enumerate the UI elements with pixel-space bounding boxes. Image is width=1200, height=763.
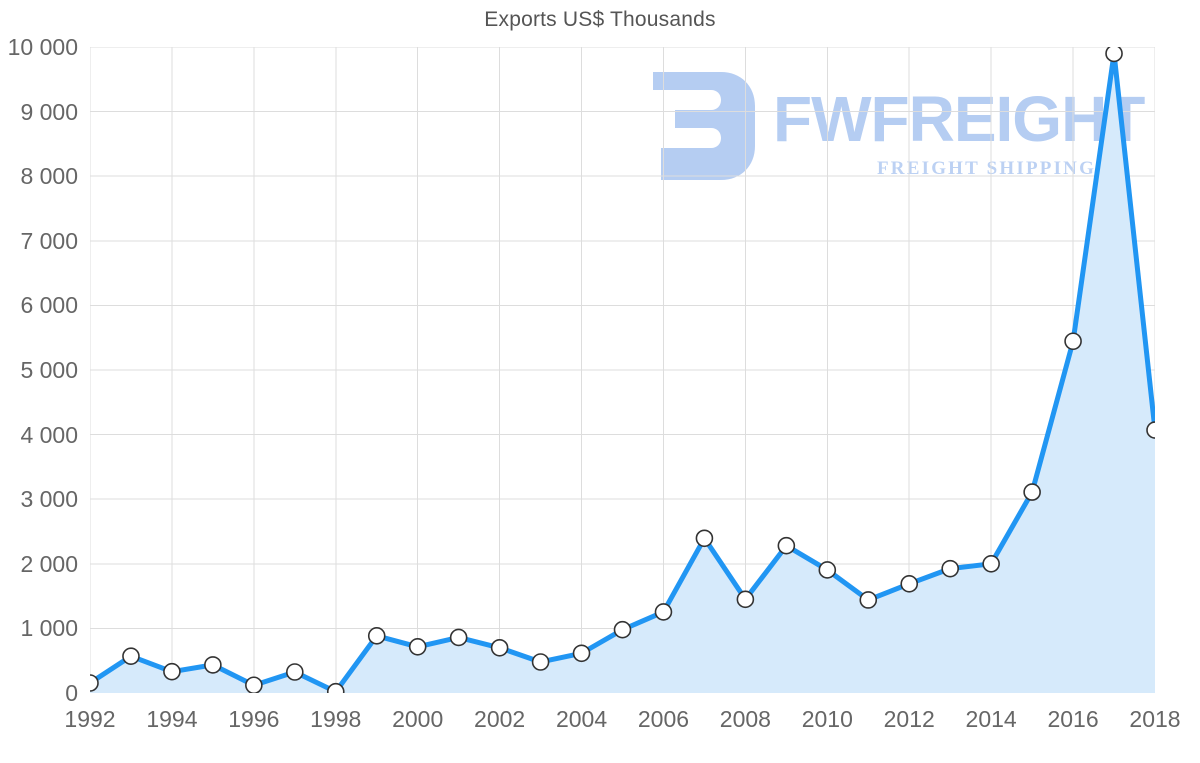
data-point-marker	[572, 644, 591, 663]
data-point-marker	[1064, 332, 1082, 351]
x-axis-tick-label: 2010	[801, 706, 853, 732]
data-point-marker	[859, 591, 878, 609]
data-point-marker	[408, 638, 427, 656]
data-point-marker	[1146, 421, 1155, 439]
data-point-marker	[531, 653, 550, 671]
x-axis-tick-label: 2000	[392, 706, 444, 732]
data-point-marker	[204, 656, 222, 674]
x-axis-tick-label: 2014	[965, 706, 1017, 732]
chart-canvas	[90, 47, 1155, 693]
data-point-marker	[1023, 483, 1041, 501]
data-point-marker	[245, 676, 263, 693]
data-point-marker	[163, 662, 181, 681]
x-axis-tick-label: 2006	[637, 706, 690, 732]
data-point-marker	[736, 590, 755, 609]
data-point-marker	[613, 620, 632, 639]
y-axis-tick-label: 2 000	[20, 550, 78, 577]
data-point-marker	[695, 529, 714, 548]
x-axis-tick-label: 1998	[310, 706, 362, 732]
chart-title: Exports US$ Thousands	[484, 8, 716, 31]
x-axis-tick-label: 2002	[474, 706, 526, 732]
x-axis-tick-label: 2012	[883, 706, 935, 732]
x-axis-tick-label: 2008	[719, 706, 771, 732]
data-point-marker	[982, 554, 1000, 573]
data-point-marker	[941, 559, 959, 578]
y-axis-tick-label: 8 000	[20, 163, 78, 190]
x-axis: 1992 1994 1996 1998 2000 2002 2004 2006 2008 2010…	[0, 706, 1200, 751]
y-axis-tick-label: 6 000	[20, 292, 78, 319]
data-point-marker	[367, 627, 386, 645]
data-point-marker	[449, 628, 468, 647]
data-point-markers	[90, 47, 1155, 693]
x-axis-tick-label: 1996	[228, 706, 280, 732]
y-axis-tick-label: 1 000	[20, 615, 78, 642]
x-axis-tick-label: 2016	[1047, 706, 1099, 732]
data-point-marker	[777, 536, 796, 555]
data-point-marker	[1105, 47, 1123, 63]
x-axis-tick-label: 1992	[64, 706, 116, 732]
x-axis-tick-label: 2004	[555, 706, 608, 732]
data-point-marker	[122, 647, 140, 665]
y-axis-tick-label: 9 000	[20, 98, 78, 125]
plot-area	[90, 47, 1155, 693]
y-axis-tick-label: 4 000	[20, 421, 78, 448]
data-point-marker	[654, 603, 673, 621]
data-point-marker	[326, 682, 345, 693]
y-axis-tick-label: 7 000	[20, 227, 78, 254]
y-axis-tick-label: 5 000	[20, 357, 78, 383]
x-axis-tick-label: 1994	[146, 706, 198, 732]
data-point-marker	[490, 638, 509, 657]
data-point-marker	[90, 674, 99, 692]
area-fill	[90, 53, 1155, 693]
data-point-marker	[900, 575, 919, 593]
y-axis-tick-label: 0	[65, 680, 78, 706]
y-axis-tick-label: 10 000	[7, 34, 78, 60]
y-axis-tick-label: 3 000	[20, 486, 78, 513]
y-axis: 0 1 000 2 000 3 000 4 000 5 000 6 000 7 000 8 00…	[0, 0, 78, 763]
data-point-marker	[286, 663, 304, 681]
grid-lines	[90, 47, 1155, 693]
data-point-marker	[818, 561, 837, 579]
x-axis-tick-label: 2018	[1129, 706, 1181, 732]
